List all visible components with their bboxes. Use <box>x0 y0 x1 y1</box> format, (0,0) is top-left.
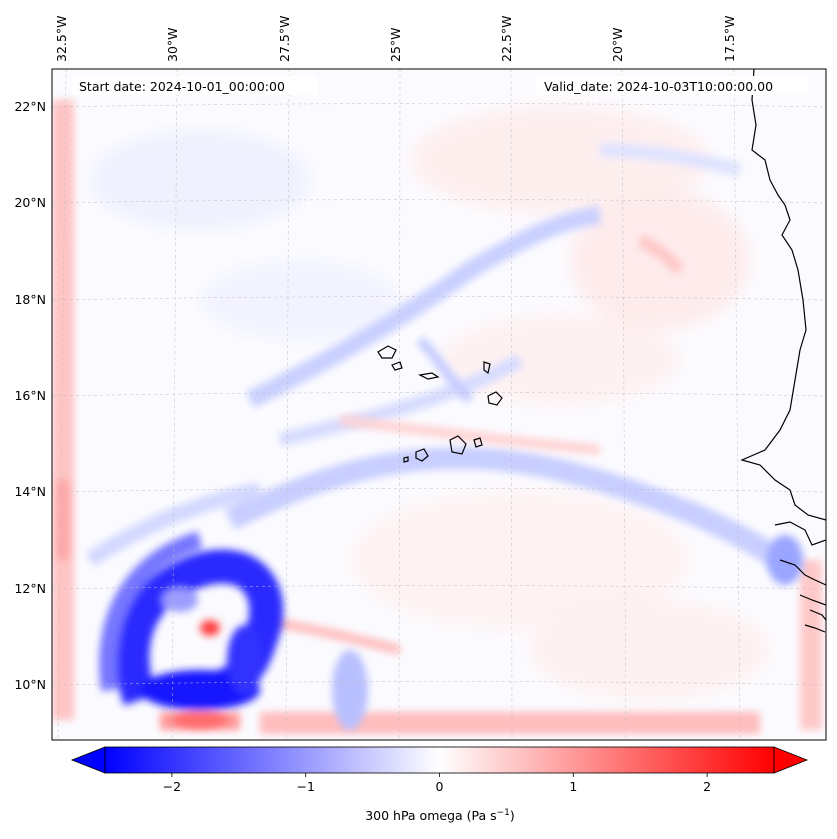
cape-verde-islands <box>377 345 503 463</box>
valid-date-box <box>536 76 808 95</box>
lon-label: 22.5°W <box>499 16 514 62</box>
colorbar-label: 300 hPa omega (Pa s−1) <box>365 808 515 823</box>
lon-label: 32.5°W <box>54 16 69 62</box>
lon-label: 25°W <box>388 27 403 62</box>
africa-coastline <box>740 69 826 521</box>
lat-label: 20°N <box>14 195 46 210</box>
gridlines <box>52 69 826 740</box>
lat-label: 18°N <box>14 292 46 307</box>
lat-label: 22°N <box>14 99 46 114</box>
lon-label: 30°W <box>165 27 180 62</box>
colorbar-ticks: −2 −1 0 1 2 <box>163 773 711 794</box>
map-panel: Start date: 2024-10-01_00:00:00 Valid_da… <box>51 68 827 741</box>
lon-label: 20°W <box>610 27 625 62</box>
colorbar-tick-label: −2 <box>163 779 181 794</box>
omega-field <box>52 69 826 740</box>
lon-label: 27.5°W <box>277 16 292 62</box>
island <box>473 437 483 448</box>
coastlines <box>740 69 826 633</box>
lat-label: 12°N <box>14 581 46 596</box>
lon-label: 17.5°W <box>722 16 737 62</box>
island <box>377 345 397 359</box>
colorbar-tick-label: 2 <box>703 779 711 794</box>
colorbar-tick-label: 1 <box>569 779 577 794</box>
colorbar-tick-label: 0 <box>436 779 444 794</box>
island <box>487 391 503 406</box>
start-date-label: Start date: 2024-10-01_00:00:00 <box>79 79 285 94</box>
map-frame <box>51 68 827 741</box>
island <box>483 361 491 375</box>
colorbar-tick-label: −1 <box>296 779 314 794</box>
valid-date-label: Valid_date: 2024-10-03T10:00:00.00 <box>544 79 773 94</box>
longitude-labels: 32.5°W 30°W 27.5°W 25°W 22.5°W 20°W 17.5… <box>54 16 737 62</box>
latitude-labels: 22°N 20°N 18°N 16°N 14°N 12°N 10°N <box>14 99 46 692</box>
lat-label: 16°N <box>14 388 46 403</box>
colorbar-extend-max <box>773 746 809 774</box>
island <box>415 448 429 462</box>
lat-label: 10°N <box>14 677 46 692</box>
island <box>403 456 409 463</box>
colorbar-body <box>104 746 775 774</box>
lat-label: 14°N <box>14 484 46 499</box>
island <box>418 372 440 380</box>
island <box>391 361 403 371</box>
start-date-box <box>72 76 318 95</box>
colorbar: −2 −1 0 1 2 300 hPa omega (Pa s−1) <box>70 746 809 823</box>
colorbar-extend-min <box>70 746 106 774</box>
island <box>449 435 467 455</box>
